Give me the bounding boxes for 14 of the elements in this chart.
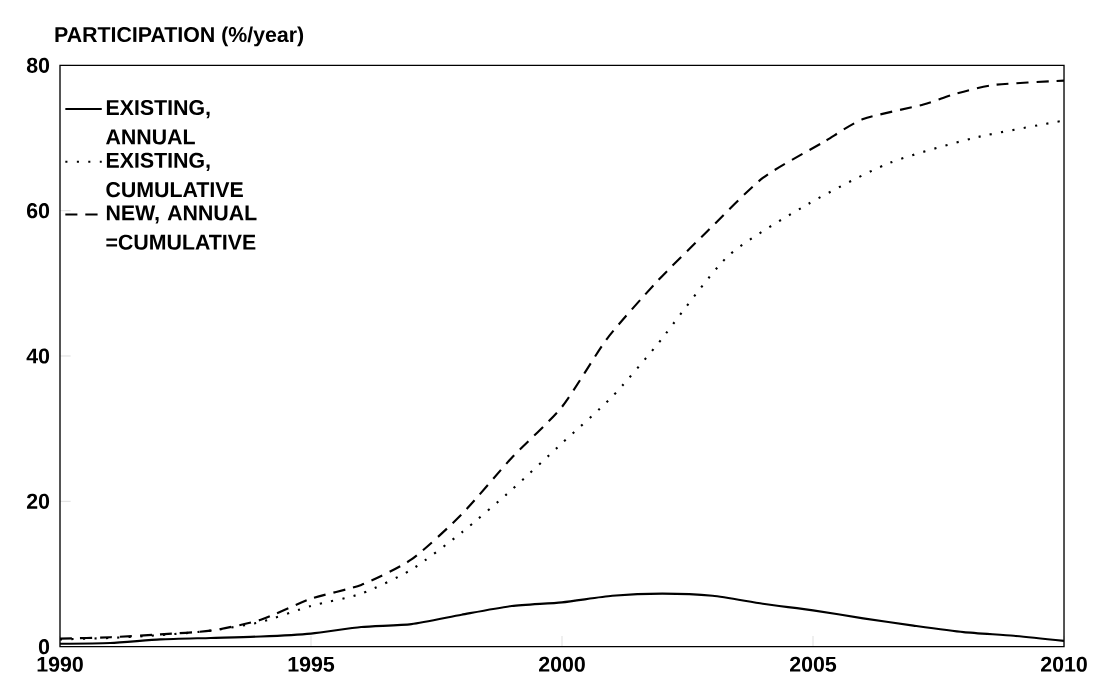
x-tick-label: 2010: [1041, 656, 1087, 672]
x-tick-label: 1990: [37, 656, 83, 672]
x-tick-label: 1995: [288, 656, 335, 672]
y-tick-label: 0: [38, 639, 50, 655]
y-tick-label: 40: [26, 348, 50, 364]
legend-label: EXISTING, ANNUAL: [106, 100, 210, 145]
legend-label: EXISTING, CUMULATIVE: [106, 152, 243, 198]
x-tick-label: 2000: [539, 656, 585, 672]
y-tick-label: 60: [27, 203, 50, 219]
x-tick-label: 2005: [790, 656, 837, 672]
legend-label: NEW, ANNUAL =CUMULATIVE: [106, 205, 257, 250]
y-tick-label: 80: [26, 57, 50, 73]
y-axis-title: PARTICIPATION (%/year): [55, 26, 304, 47]
y-tick-label: 20: [26, 493, 50, 509]
